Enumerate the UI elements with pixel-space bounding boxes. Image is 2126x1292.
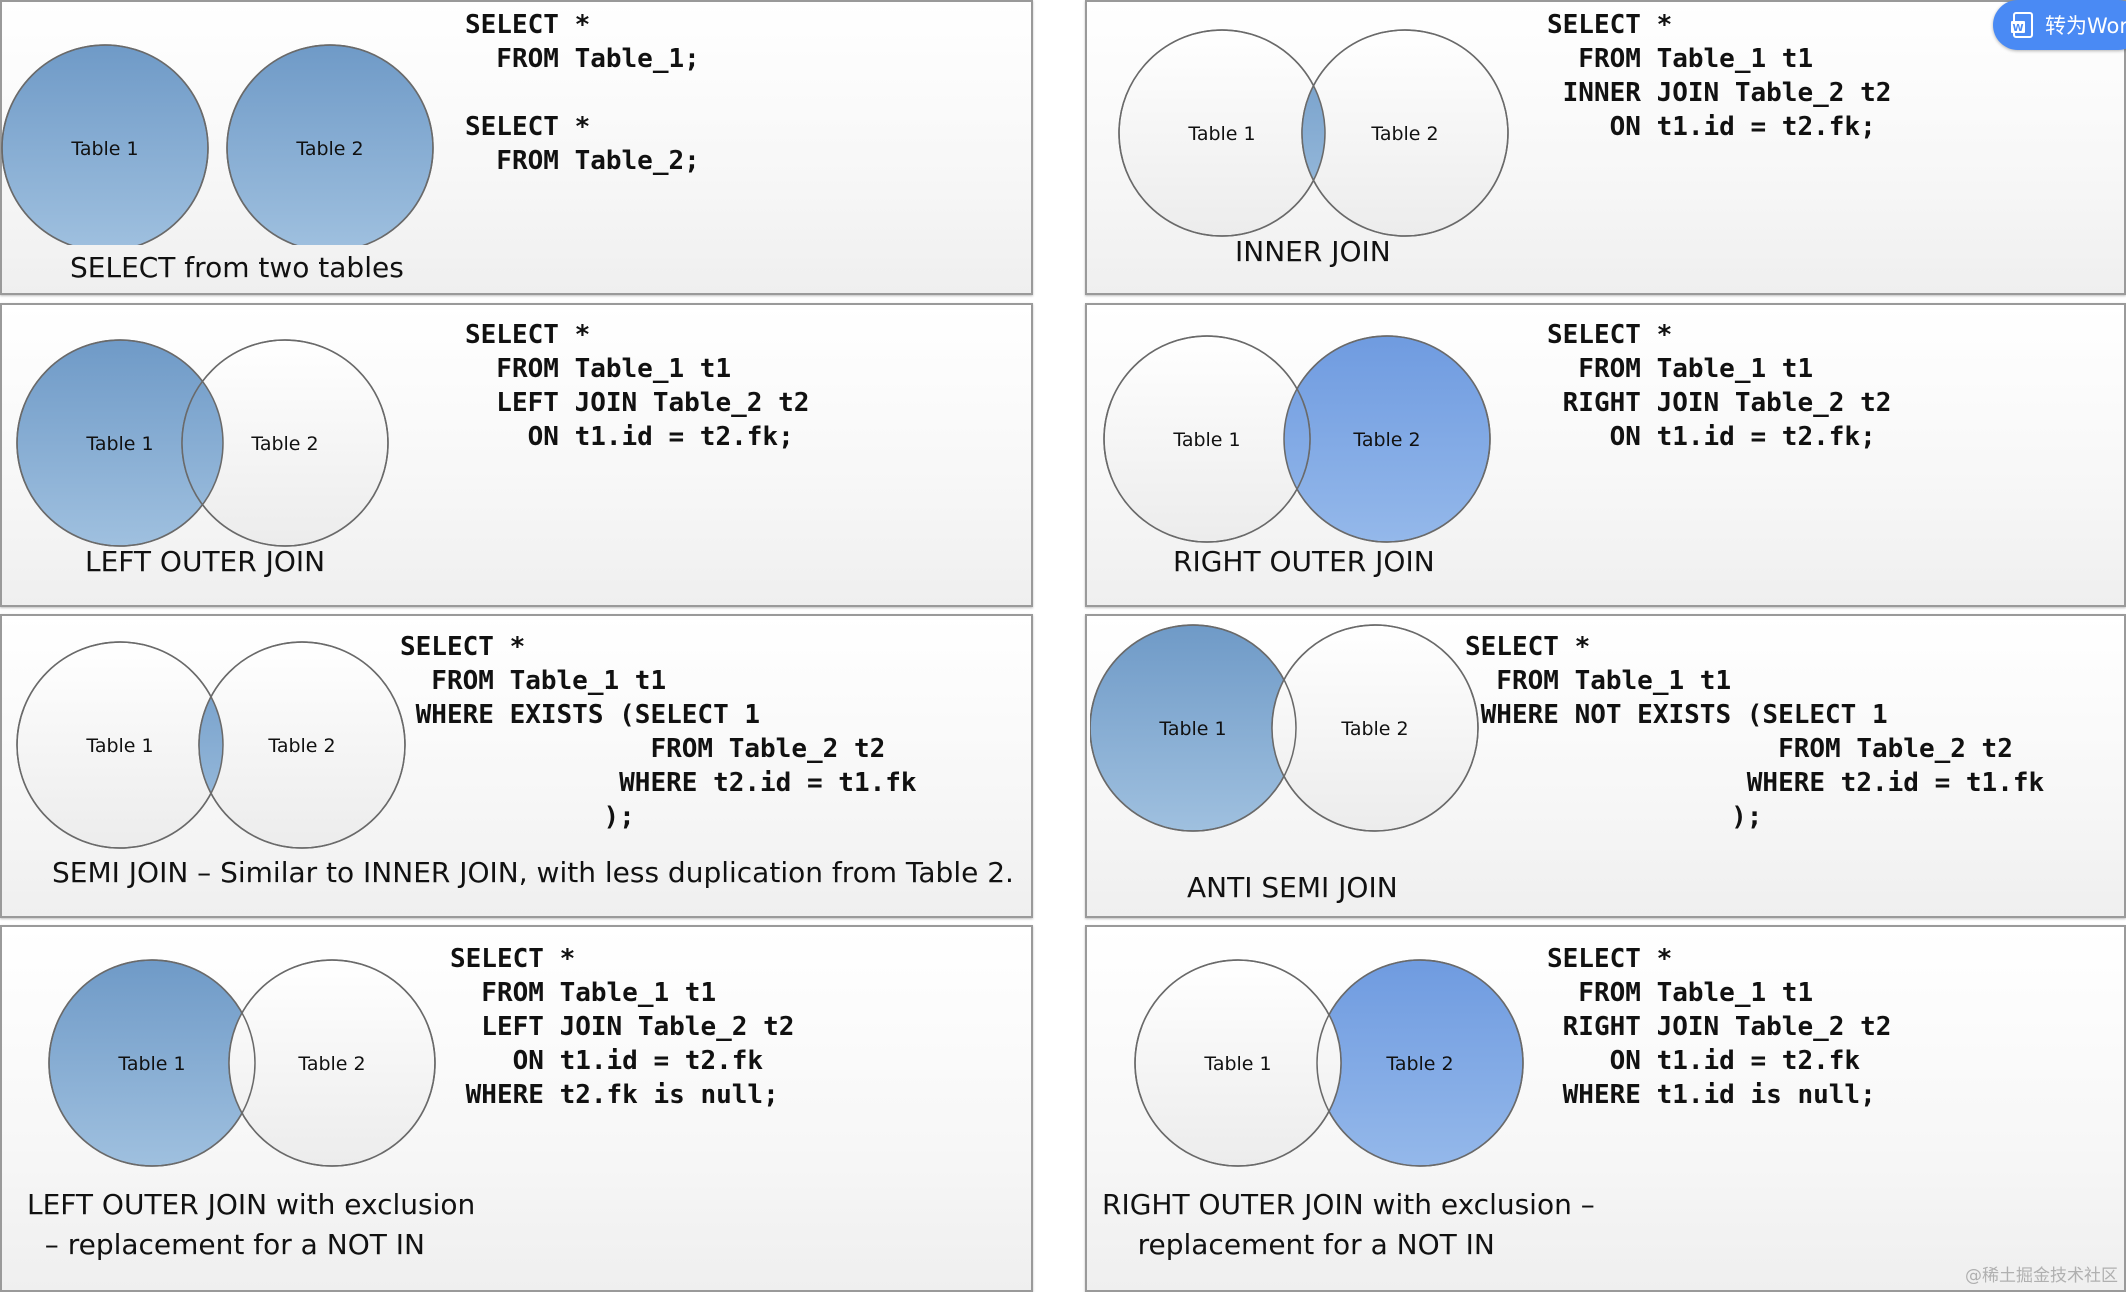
table-2-label: Table 2 [1385,1053,1453,1075]
table-1-label: Table 1 [85,735,153,757]
sql-code-left-outer-exclusion: SELECT * FROM Table_1 t1 LEFT JOIN Table… [450,944,795,1110]
table-2-label: Table 2 [250,433,318,455]
venn-diagram-select-two: Table 1 Table 2 [1,44,434,245]
svg-text:W: W [2012,23,2023,34]
convert-to-word-button[interactable]: W 转为Wor [1993,0,2126,50]
venn-diagram-left-outer-exclusion: Table 1 Table 2 [48,959,436,1167]
sql-code-right-outer-join: SELECT * FROM Table_1 t1 RIGHT JOIN Tabl… [1547,320,1892,452]
document-convert-icon: W [2011,12,2033,38]
table-2-label: Table 2 [267,735,335,757]
caption-left-outer-join: LEFT OUTER JOIN [85,545,326,578]
venn-diagram-right-outer-join: Table 1 Table 2 [1103,335,1491,543]
caption-inner-join: INNER JOIN [1235,235,1391,268]
sql-code-right-outer-exclusion: SELECT * FROM Table_1 t1 RIGHT JOIN Tabl… [1547,944,1892,1110]
sql-code-semi-join: SELECT * FROM Table_1 t1 WHERE EXISTS (S… [400,632,917,832]
caption-select-two: SELECT from two tables [70,251,404,284]
table-1-label: Table 1 [117,1053,185,1075]
sql-code-select-two: SELECT * FROM Table_1; SELECT * FROM Tab… [465,10,700,176]
table-1-label: Table 1 [85,433,153,455]
venn-diagram-anti-semi-join: Table 1 Table 2 [1090,624,1479,832]
caption-right-outer-exclusion: RIGHT OUTER JOIN with exclusion – replac… [1102,1188,1595,1261]
venn-diagram-left-outer-join: Table 1 Table 2 [16,339,389,547]
venn-diagram-right-outer-exclusion: Table 1 Table 2 [1134,959,1524,1167]
table-2-label: Table 2 [1370,123,1438,145]
table-1-label: Table 1 [1203,1053,1271,1075]
table-2-label: Table 2 [1352,429,1420,451]
table-1-label: Table 1 [70,138,138,160]
table-1-label: Table 1 [1187,123,1255,145]
watermark: @稀土掘金技术社区 [1965,1266,2118,1286]
sql-code-left-outer-join: SELECT * FROM Table_1 t1 LEFT JOIN Table… [465,320,810,452]
table-2-label: Table 2 [297,1053,365,1075]
table-1-label: Table 1 [1172,429,1240,451]
sql-code-inner-join: SELECT * FROM Table_1 t1 INNER JOIN Tabl… [1547,10,1892,142]
table-2-label: Table 2 [295,138,363,160]
sql-code-anti-semi-join: SELECT * FROM Table_1 t1 WHERE NOT EXIST… [1465,632,2045,832]
caption-semi-join: SEMI JOIN – Similar to INNER JOIN, with … [52,856,1014,889]
table-2-label: Table 2 [1340,718,1408,740]
caption-anti-semi-join: ANTI SEMI JOIN [1187,871,1398,904]
caption-left-outer-exclusion: LEFT OUTER JOIN with exclusion – replace… [27,1188,476,1261]
convert-to-word-label: 转为Wor [2045,14,2126,38]
venn-diagram-semi-join: Table 1 Table 2 [16,641,406,849]
venn-diagram-inner-join: Table 1 Table 2 [1118,29,1509,237]
caption-right-outer-join: RIGHT OUTER JOIN [1173,545,1435,578]
table-1-label: Table 1 [1158,718,1226,740]
